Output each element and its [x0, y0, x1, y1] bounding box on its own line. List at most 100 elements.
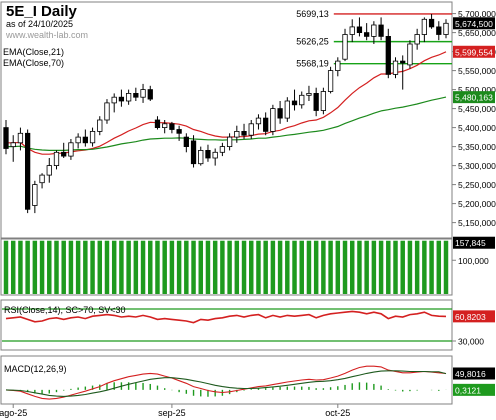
volume-bar: [400, 240, 405, 294]
candle: [53, 150, 60, 170]
volume-bar: [234, 240, 240, 294]
candle-body: [270, 108, 276, 132]
candle-body: [320, 91, 327, 111]
volume-bar: [349, 240, 355, 294]
candle: [234, 125, 240, 143]
candle: [291, 89, 298, 111]
volume-bar: [436, 240, 442, 294]
candle-body: [111, 96, 117, 104]
macd-hist-badge-bg: [453, 383, 495, 396]
price-axis: 5,700,0005,650,0005,600,0005,550,0005,50…: [452, 9, 496, 228]
volume-bar: [313, 240, 319, 294]
volume-bar: [285, 240, 290, 294]
candle-body: [277, 108, 283, 119]
volume-bar: [321, 240, 326, 294]
candle-body: [335, 60, 341, 71]
candle-body: [414, 34, 420, 45]
price-tick-label: 5,150,000: [458, 218, 496, 228]
volume-bar: [18, 240, 23, 294]
volume-bar: [263, 240, 268, 294]
candle: [3, 120, 9, 155]
candle: [349, 19, 355, 43]
volume-bar: [119, 240, 124, 294]
candle: [176, 125, 182, 141]
volume-bar: [299, 240, 304, 294]
candle: [436, 21, 442, 41]
macd-badge: 49,8016: [455, 369, 486, 379]
volume-bars: [3, 240, 449, 294]
volume-bar: [328, 240, 333, 294]
volume-bar: [162, 240, 167, 294]
rsi-badge-bg: [453, 310, 495, 323]
candle-body: [32, 184, 38, 206]
volume-bar: [47, 240, 52, 294]
level-label-level-1: 5626,25: [296, 37, 329, 47]
ema70-line: [6, 96, 447, 151]
volume-bar: [155, 240, 160, 294]
ema-lines: [6, 51, 447, 155]
date-tick-label: oct-25: [325, 408, 350, 418]
price-tick-label: 5,700,000: [458, 9, 496, 19]
price-tick-label: 5,200,000: [458, 199, 496, 209]
candle-body: [306, 93, 312, 96]
candle-body: [371, 24, 377, 37]
candle: [104, 99, 110, 124]
candle-body: [154, 119, 161, 128]
candle: [421, 17, 427, 43]
rsi-line: [5, 310, 447, 324]
rsi-badge: 60,8203: [455, 312, 486, 322]
price-tick-label: 5,350,000: [458, 142, 496, 152]
candle: [154, 116, 161, 130]
candle: [342, 28, 348, 62]
candle-body: [219, 146, 226, 153]
candle-body: [169, 123, 175, 130]
candle-body: [162, 123, 168, 129]
candle-body: [39, 174, 45, 184]
macd-line: [5, 365, 447, 400]
candle: [97, 116, 103, 136]
volume-tick-label: 100,000: [458, 256, 489, 266]
volume-bar: [212, 240, 218, 294]
volume-bar: [32, 240, 38, 294]
rsi-tick-label: 30,000: [458, 337, 484, 347]
candle-body: [349, 26, 355, 35]
volume-bar: [270, 240, 276, 294]
candle: [299, 91, 305, 109]
price-tick-label: 5,300,000: [458, 161, 496, 171]
candle-body: [17, 132, 24, 144]
candle-body: [356, 26, 363, 33]
volume-bar: [176, 240, 182, 294]
candle: [407, 40, 413, 69]
price-tick-label: 5,450,000: [458, 104, 496, 114]
candle-body: [263, 117, 269, 132]
volume-bar: [148, 240, 153, 294]
candle: [61, 142, 67, 158]
volume-bar: [227, 240, 232, 294]
volume-bar: [205, 240, 211, 294]
candle: [133, 87, 139, 101]
candle-body: [299, 94, 305, 106]
volume-bar: [407, 240, 413, 294]
volume-axis: 100,000 157,845: [452, 236, 495, 266]
candle: [378, 17, 384, 41]
volume-bar: [39, 240, 45, 294]
volume-bar: [10, 240, 16, 294]
candle: [111, 93, 117, 113]
candle-body: [25, 132, 31, 210]
candle-body: [205, 149, 211, 159]
volume-bar: [198, 240, 203, 294]
candle-body: [198, 149, 204, 165]
volume-bar: [357, 240, 362, 294]
candle: [335, 57, 341, 77]
candle: [46, 158, 52, 183]
candle: [263, 112, 269, 136]
level-label-level-2: 5568,19: [296, 59, 329, 69]
candle-body: [255, 117, 262, 125]
candle: [125, 89, 132, 105]
legend-ema70: EMA(Close,70): [3, 58, 64, 68]
candle-body: [400, 60, 406, 64]
candle-body: [248, 123, 254, 136]
volume-bar: [3, 240, 9, 294]
candle-body: [364, 32, 370, 37]
candle-body: [443, 22, 449, 35]
